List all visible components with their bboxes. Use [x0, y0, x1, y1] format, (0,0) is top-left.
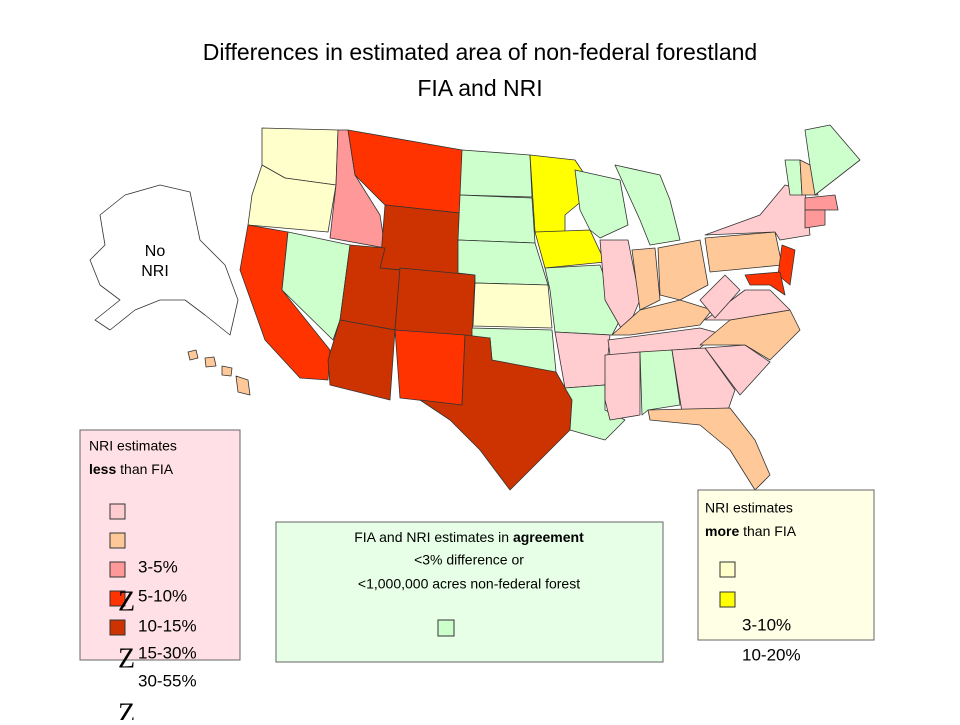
legend-heading: less than FIA: [89, 461, 174, 477]
swatch: [109, 590, 126, 607]
swatch: [719, 561, 736, 578]
swatch: [109, 532, 126, 549]
legend-agreement: FIA and NRI estimates in agreement <3% d…: [275, 521, 664, 663]
hawaii: [187, 349, 251, 396]
alaska-label: No: [145, 243, 166, 260]
alaska: No NRI: [89, 184, 239, 336]
swatch: [109, 561, 126, 578]
legend-text: <3% difference or: [414, 552, 524, 568]
artifact: Z: [118, 698, 135, 720]
legend-heading: FIA and NRI estimates in agreement: [354, 529, 584, 545]
legend-heading: NRI estimates: [89, 438, 177, 454]
states: [239, 124, 861, 491]
legend-text: <1,000,000 acres non-federal forest: [358, 576, 580, 592]
swatch: [109, 503, 126, 520]
swatch: [109, 619, 126, 636]
title-line1: Differences in estimated area of non-fed…: [203, 39, 757, 65]
alaska-label: NRI: [141, 263, 169, 280]
legend-heading: more than FIA: [705, 523, 797, 539]
legend-label: 3-10%: [742, 615, 791, 634]
legend-label: 3-5%: [138, 557, 178, 576]
swatch: [437, 619, 455, 637]
legend-label: 10-15%: [138, 616, 197, 635]
legend-box: [275, 521, 664, 663]
title-line2: FIA and NRI: [417, 75, 542, 101]
legend-label: 30-55%: [138, 671, 197, 690]
legend-less: NRI estimates less than FIA 3-5% 5-10% 1…: [79, 429, 241, 725]
swatch: [719, 591, 736, 608]
legend-label: 10-20%: [742, 645, 801, 664]
legend-more: NRI estimates more than FIA 3-10% 10-20%: [697, 489, 875, 664]
legend-label: 5-10%: [138, 586, 187, 605]
legend-box: [79, 429, 241, 661]
legend-label: 15-30%: [138, 643, 197, 662]
artifact: Z: [118, 643, 135, 674]
legend-heading: NRI estimates: [705, 500, 793, 516]
artifact: Z: [118, 586, 135, 617]
